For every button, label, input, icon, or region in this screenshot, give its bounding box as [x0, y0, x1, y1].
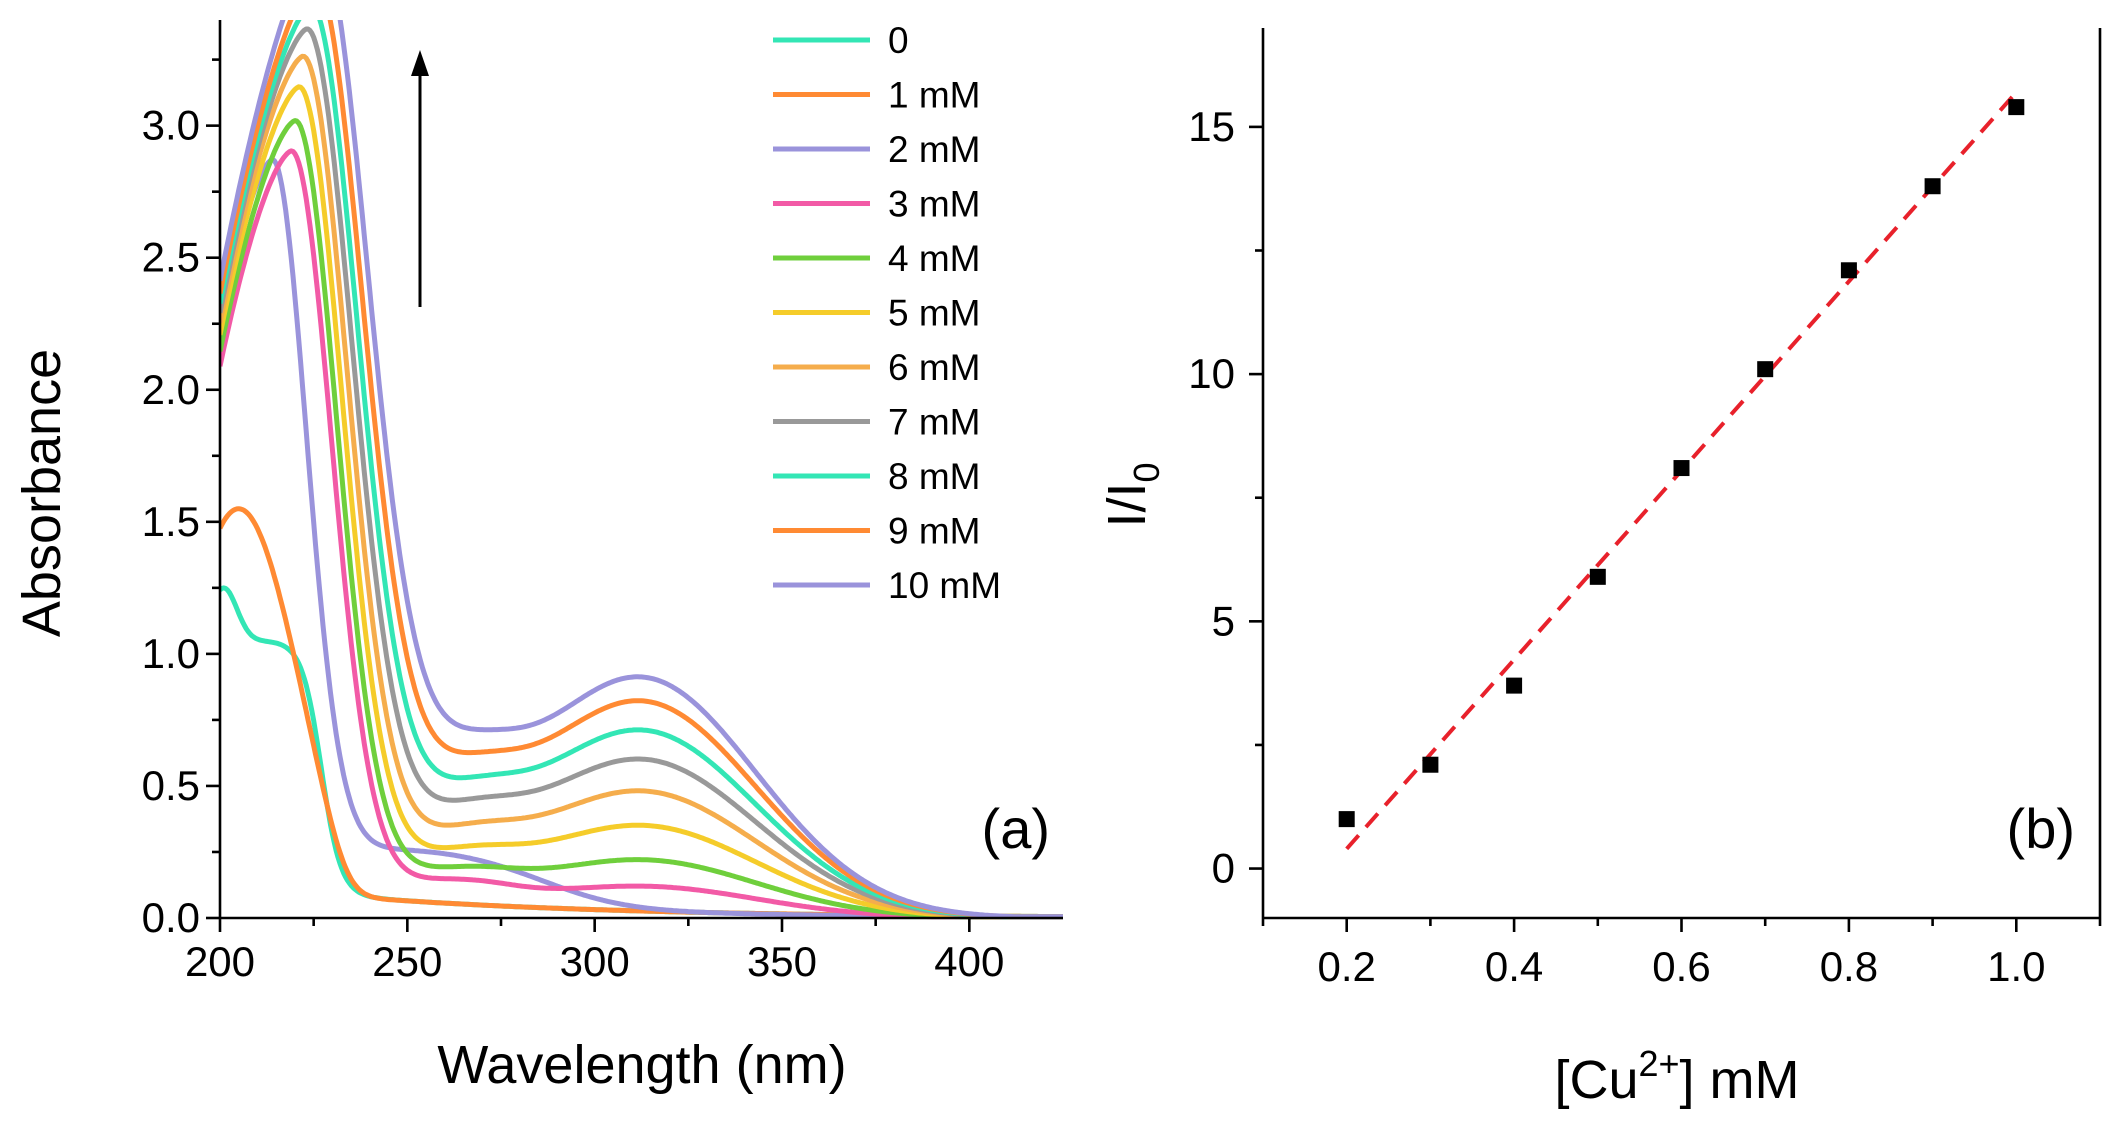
spectrum-line-10: [220, 20, 1064, 920]
legend-label-1: 1 mM: [888, 75, 981, 116]
panel-a-y-tick-label: 1.0: [142, 630, 200, 677]
panel-b-y-tick-label: 5: [1212, 597, 1235, 644]
data-point-0: [1338, 811, 1355, 828]
data-point-7: [1924, 178, 1941, 195]
legend-label-5: 5 mM: [888, 293, 981, 334]
panel-b-intensity-chart: 0.2 0.4 0.6 0.8 1.0 0 5 10 15 [Cu2+] mM I/I0 (b): [1097, 28, 2102, 1110]
panel-a-axes: 200 250 300 350 400 0.0 0.5 1.0 1.5 2.0 2.5 3.0: [142, 20, 1063, 985]
increase-arrow: [411, 50, 429, 307]
panel-a-y-tick-label: 3.0: [142, 102, 200, 149]
panel-b-y-tick-label: 10: [1188, 350, 1235, 397]
panel-a-y-tick-label: 1.5: [142, 498, 200, 545]
panel-b-x-tick-label: 0.2: [1318, 943, 1376, 990]
legend: 0 1 mM 2 mM 3 mM 4 mM 5 mM 6 mM 7 mM 8 mM 9 mM 10 …: [773, 20, 1001, 606]
panel-b-label: (b): [2007, 797, 2075, 860]
panel-a-x-axis-title: Wavelength (nm): [437, 1035, 846, 1095]
spectra-curves: [220, 20, 1064, 920]
panel-b-x-axis-title: [Cu2+] mM: [1554, 1043, 1799, 1110]
panel-a-y-tick-label: 0.0: [142, 894, 200, 941]
panel-b-x-tick-label: 0.8: [1820, 943, 1878, 990]
data-point-8: [2008, 99, 2025, 116]
panel-b-x-tick-label: 0.4: [1485, 943, 1543, 990]
panel-a-x-tick-label: 250: [372, 938, 442, 985]
legend-label-10: 10 mM: [888, 565, 1001, 606]
legend-label-3: 3 mM: [888, 184, 981, 225]
panel-b-x-tick-label: 1.0: [1987, 943, 2045, 990]
data-points: [1338, 99, 2025, 828]
panel-a-x-tick-label: 350: [747, 938, 817, 985]
data-point-2: [1506, 677, 1523, 694]
panel-b-axes: 0.2 0.4 0.6 0.8 1.0 0 5 10 15: [1188, 28, 2102, 990]
data-point-6: [1840, 262, 1857, 279]
legend-label-4: 4 mM: [888, 238, 981, 279]
panel-b-y-tick-label: 15: [1188, 103, 1235, 150]
data-point-3: [1589, 568, 1606, 585]
legend-label-9: 9 mM: [888, 511, 981, 552]
panel-a-label: (a): [982, 797, 1050, 860]
legend-label-6: 6 mM: [888, 347, 981, 388]
panel-b-x-tick-label: 0.6: [1652, 943, 1710, 990]
panel-a-y-tick-label: 2.5: [142, 234, 200, 281]
legend-label-7: 7 mM: [888, 402, 981, 443]
data-point-5: [1757, 361, 1774, 378]
panel-b-y-tick-label: 0: [1212, 845, 1235, 892]
panel-a-x-tick-label: 200: [185, 938, 255, 985]
legend-label-2: 2 mM: [888, 129, 981, 170]
panel-a-absorbance-chart: 200 250 300 350 400 0.0 0.5 1.0 1.5 2.0 2.5 3.0 0 1 …: [12, 20, 1064, 1095]
legend-label-0: 0: [888, 20, 909, 61]
panel-a-y-axis-title: Absorbance: [12, 349, 72, 637]
legend-label-8: 8 mM: [888, 456, 981, 497]
panel-a-x-tick-label: 300: [560, 938, 630, 985]
panel-b-y-axis-title: I/I0: [1097, 462, 1167, 527]
panel-a-y-tick-label: 0.5: [142, 762, 200, 809]
data-point-4: [1673, 460, 1690, 477]
panel-a-y-tick-label: 2.0: [142, 366, 200, 413]
panel-a-x-tick-label: 400: [934, 938, 1004, 985]
data-point-1: [1422, 756, 1439, 773]
